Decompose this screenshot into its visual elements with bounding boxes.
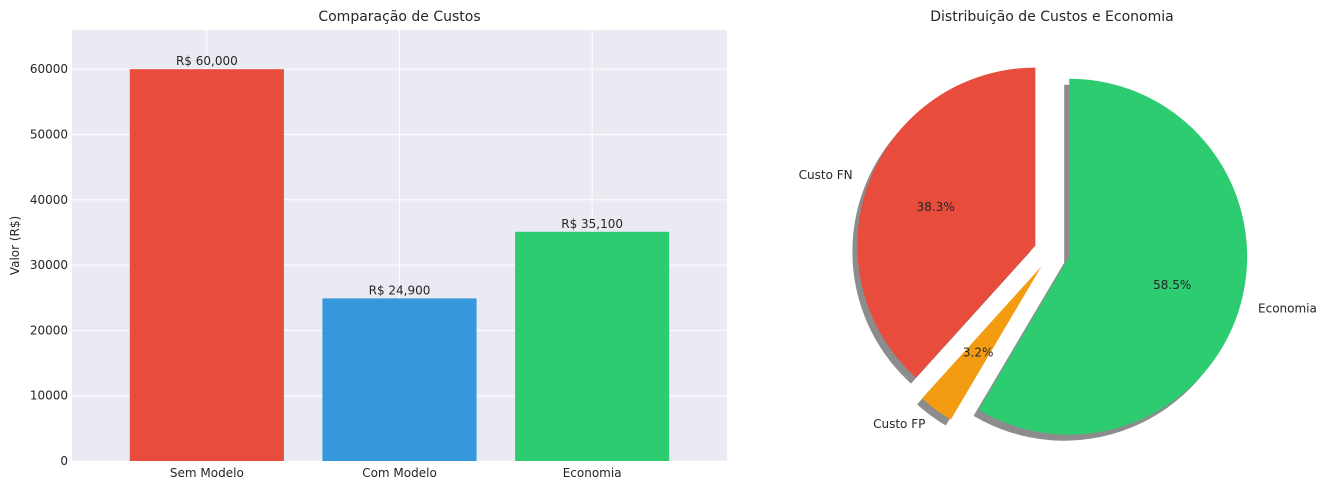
bar-value-label: R$ 24,900 bbox=[369, 283, 431, 297]
x-tick-label: Com Modelo bbox=[362, 466, 437, 480]
pie-pct-label: 38.3% bbox=[917, 200, 955, 214]
y-tick-label: 30000 bbox=[30, 258, 68, 272]
pie-wedge bbox=[857, 67, 1036, 378]
y-tick-label: 0 bbox=[60, 454, 68, 468]
bar-y-axis-label: Valor (R$) bbox=[8, 216, 22, 275]
bar-chart-title: Comparação de Custos bbox=[318, 9, 480, 25]
pie-wedges bbox=[857, 67, 1248, 435]
bar bbox=[322, 298, 477, 461]
pie-wedge bbox=[922, 266, 1042, 420]
bar bbox=[515, 231, 670, 461]
pie-chart-title: Distribuição de Custos e Economia bbox=[930, 9, 1173, 25]
bar bbox=[129, 69, 284, 461]
y-tick-label: 60000 bbox=[30, 62, 68, 76]
pie-pct-label: 3.2% bbox=[963, 345, 994, 359]
x-tick-label: Economia bbox=[563, 466, 622, 480]
bar-series: R$ 60,000 R$ 24,900 R$ 35,100 bbox=[129, 54, 670, 461]
x-tick-label: Sem Modelo bbox=[170, 466, 244, 480]
pie-pct-label: 58.5% bbox=[1153, 278, 1191, 292]
y-tick-label: 40000 bbox=[30, 193, 68, 207]
bar-chart: R$ 60,000 R$ 24,900 R$ 35,100 0 10000 20000 3… bbox=[8, 9, 727, 480]
pie-slice-label: Custo FP bbox=[873, 417, 925, 431]
bar-y-ticks: 0 10000 20000 30000 40000 50000 60000 bbox=[30, 62, 68, 468]
pie-wedge bbox=[978, 78, 1248, 435]
pie-labels: Custo FN 38.3% Custo FP 3.2% Economia 58.5% bbox=[799, 168, 1317, 431]
y-tick-label: 50000 bbox=[30, 127, 68, 141]
pie-chart: Distribuição de Custos e Economia Custo … bbox=[799, 9, 1317, 441]
y-tick-label: 10000 bbox=[30, 389, 68, 403]
pie-slice-label: Custo FN bbox=[799, 168, 853, 182]
bar-value-label: R$ 35,100 bbox=[561, 217, 623, 231]
pie-slice-label: Economia bbox=[1258, 301, 1317, 315]
bar-x-ticks: Sem Modelo Com Modelo Economia bbox=[170, 466, 622, 480]
bar-value-label: R$ 60,000 bbox=[176, 54, 238, 68]
y-tick-label: 20000 bbox=[30, 323, 68, 337]
